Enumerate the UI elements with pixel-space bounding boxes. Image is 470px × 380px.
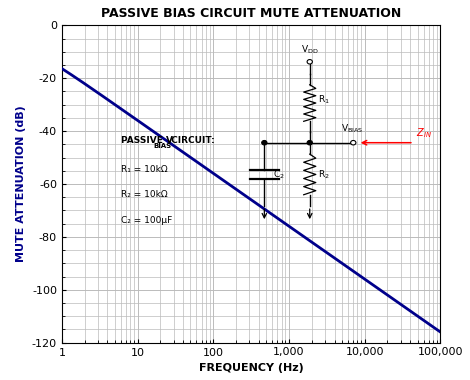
Text: R₁ = 10kΩ: R₁ = 10kΩ — [120, 165, 167, 174]
Text: R₂ = 10kΩ: R₂ = 10kΩ — [120, 190, 167, 199]
Text: PASSIVE V: PASSIVE V — [120, 136, 172, 146]
X-axis label: FREQUENCY (Hz): FREQUENCY (Hz) — [199, 363, 304, 373]
Circle shape — [307, 60, 313, 64]
Text: CIRCUIT:: CIRCUIT: — [168, 136, 215, 146]
Text: Z$_{\mathregular{IN}}$: Z$_{\mathregular{IN}}$ — [415, 127, 431, 140]
Y-axis label: MUTE ATTENUATION (dB): MUTE ATTENUATION (dB) — [16, 106, 26, 262]
Circle shape — [351, 141, 356, 145]
Text: V$_{\mathregular{DD}}$: V$_{\mathregular{DD}}$ — [301, 44, 319, 56]
Text: BIAS: BIAS — [154, 143, 172, 149]
Text: R$_{\mathregular{1}}$: R$_{\mathregular{1}}$ — [318, 93, 330, 106]
Text: C$_{\mathregular{2}}$: C$_{\mathregular{2}}$ — [273, 168, 284, 180]
Circle shape — [307, 141, 313, 145]
Circle shape — [262, 141, 267, 145]
Text: R$_{\mathregular{2}}$: R$_{\mathregular{2}}$ — [318, 168, 330, 180]
Text: C₂ = 100μF: C₂ = 100μF — [120, 216, 172, 225]
Title: PASSIVE BIAS CIRCUIT MUTE ATTENUATION: PASSIVE BIAS CIRCUIT MUTE ATTENUATION — [101, 7, 401, 20]
Text: V$_{\mathregular{BIAS}}$: V$_{\mathregular{BIAS}}$ — [341, 122, 364, 135]
